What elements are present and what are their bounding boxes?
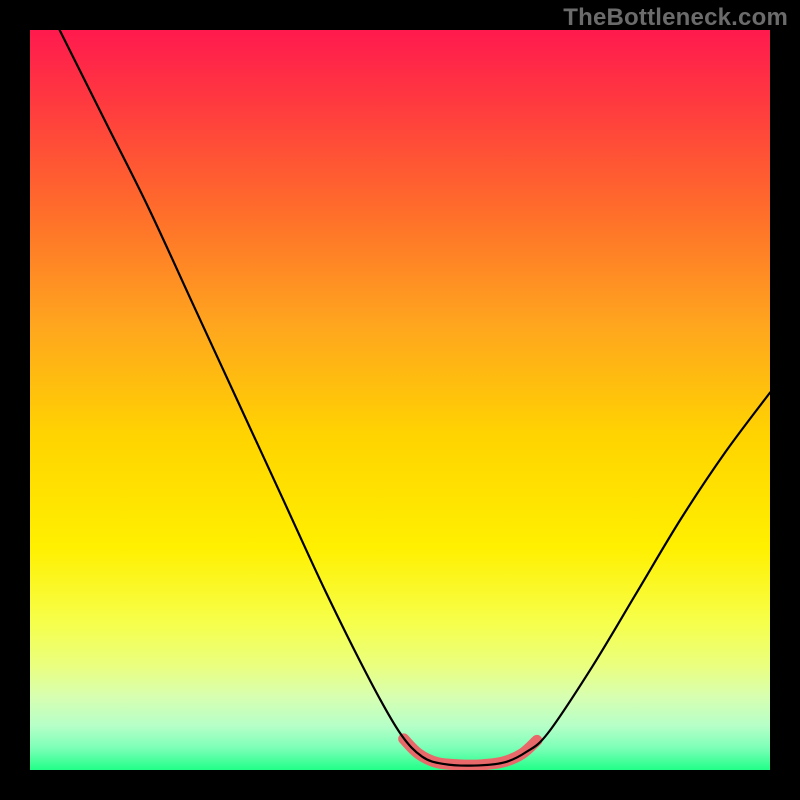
chart-frame: TheBottleneck.com xyxy=(0,0,800,800)
attribution-text: TheBottleneck.com xyxy=(563,4,788,32)
gradient-background xyxy=(30,30,770,770)
chart-svg xyxy=(30,30,770,770)
plot-area xyxy=(30,30,770,770)
